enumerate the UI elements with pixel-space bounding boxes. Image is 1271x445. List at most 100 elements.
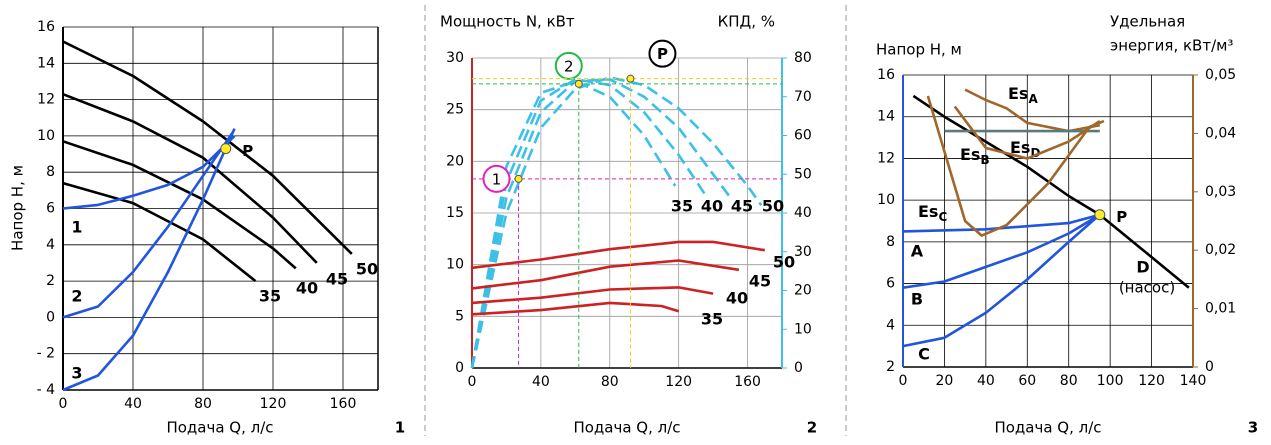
y-tick-label: - 2 [37, 346, 55, 362]
point-label: 1 [492, 170, 502, 188]
series-line [470, 76, 763, 369]
y2-tick-label: 60 [794, 128, 812, 144]
series-line [902, 213, 1101, 289]
series-label: 40 [296, 279, 318, 298]
series-line [926, 95, 1105, 237]
y-axis-label: Напор Н, м [9, 165, 27, 251]
y-tick-label: 10 [37, 128, 55, 144]
series-label: 50 [773, 253, 795, 272]
series-line [62, 181, 257, 283]
series-label: EsA [1008, 84, 1038, 106]
x-tick-label: 160 [330, 396, 357, 412]
series-line [62, 40, 353, 255]
y-tick-label: - 4 [37, 382, 56, 398]
point-label-ring [482, 164, 511, 193]
point-label-ring [648, 39, 677, 68]
y2-tick-label: 50 [794, 166, 812, 182]
point [1094, 209, 1106, 221]
x-tick-label: 0 [59, 396, 68, 412]
point-label: 2 [564, 57, 574, 75]
series-label: 1 [71, 218, 82, 237]
x-tick-label: 120 [665, 374, 692, 390]
y-tick-label: 16 [877, 67, 895, 83]
y-tick-label: 25 [446, 102, 464, 118]
x-tick-label: 140 [1180, 373, 1207, 389]
series-sublabel: (насос) [1119, 279, 1175, 297]
series-label: C [918, 345, 930, 364]
series-label: 35 [671, 197, 693, 216]
point [574, 79, 583, 88]
x-tick-label: 100 [1097, 373, 1124, 389]
x-axis-label: Подача Q, л/с [994, 419, 1101, 437]
x-tick-label: 120 [1138, 373, 1165, 389]
y2-axis-label: КПД, % [718, 13, 775, 31]
series-label: EsC [918, 202, 947, 224]
y-tick-label: 10 [446, 257, 464, 273]
y-tick-label: 5 [455, 308, 464, 324]
x-tick-label: 120 [260, 396, 287, 412]
series-label: B [911, 290, 923, 309]
y2-tick-label: 0,05 [1205, 67, 1236, 83]
series-line [62, 92, 318, 264]
series-label: A [911, 242, 924, 261]
x-tick-label: 0 [899, 373, 908, 389]
y2-tick-label: 40 [794, 205, 812, 221]
series-label: 45 [326, 270, 348, 289]
y2-tick-label: 0,04 [1205, 125, 1236, 141]
y2-tick-label: 0 [1205, 359, 1214, 375]
y-tick-label: 12 [877, 150, 895, 166]
y-tick-label: 14 [877, 109, 895, 125]
y-tick-label: 2 [886, 359, 895, 375]
panel-number: 3 [1248, 419, 1258, 437]
x-tick-label: 80 [601, 374, 619, 390]
x-axis-label: Подача Q, л/с [166, 419, 273, 437]
y-tick-label: 4 [46, 237, 55, 253]
series-label: 45 [749, 272, 771, 291]
y-tick-label: 6 [46, 201, 55, 217]
y2-tick-label: 30 [794, 244, 812, 260]
x-tick-label: 40 [532, 374, 550, 390]
series-line [471, 259, 740, 290]
y2-tick-label: 0 [794, 360, 803, 376]
x-tick-label: 80 [194, 396, 212, 412]
x-tick-label: 60 [1018, 373, 1036, 389]
y-axis-label: Мощность N, кВт [440, 13, 575, 31]
point-label: P [657, 45, 668, 63]
series-line [62, 128, 236, 392]
series-label: 2 [71, 287, 82, 306]
x-tick-label: 80 [1060, 373, 1078, 389]
series-line [470, 78, 706, 369]
y2-tick-label: 0,03 [1205, 184, 1236, 200]
series-label: 35 [701, 310, 723, 329]
y-tick-label: 15 [446, 205, 464, 221]
series-label: 50 [762, 197, 784, 216]
series-label: 35 [259, 287, 281, 306]
y-tick-label: 2 [46, 273, 55, 289]
series-line [471, 240, 766, 270]
x-tick-label: 40 [124, 396, 142, 412]
point-label: P [242, 142, 253, 160]
series-label: 40 [701, 197, 723, 216]
y-tick-label: 8 [886, 234, 895, 250]
series-line [470, 80, 677, 369]
series-label: EsD [1010, 138, 1040, 160]
x-tick-label: 160 [734, 374, 761, 390]
y2-tick-label: 0,02 [1205, 242, 1236, 258]
y-tick-label: 10 [877, 192, 895, 208]
y-tick-label: 12 [37, 92, 55, 108]
series-label: 3 [71, 364, 82, 383]
y-tick-label: 0 [46, 309, 55, 325]
y2-axis-label: Удельная [1110, 13, 1185, 31]
y2-axis-label: энергия, кВт/м³ [1110, 37, 1233, 55]
point [514, 174, 523, 183]
point [220, 143, 232, 155]
series-label: 45 [731, 197, 753, 216]
y-tick-label: 16 [37, 19, 55, 35]
y-tick-label: 0 [455, 360, 464, 376]
y-tick-label: 8 [46, 164, 55, 180]
point [626, 74, 635, 83]
x-tick-label: 40 [977, 373, 995, 389]
point-label-ring [554, 51, 583, 80]
x-axis-label: Подача Q, л/с [573, 419, 680, 437]
